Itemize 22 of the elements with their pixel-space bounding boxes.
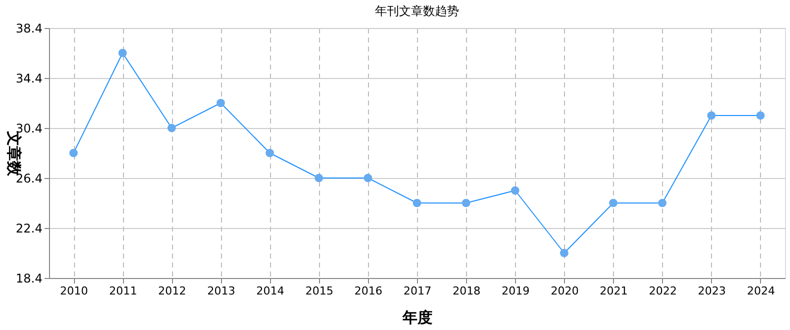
y-tick-label: 22.4 [16, 222, 42, 236]
x-tick-label: 2019 [502, 284, 530, 298]
x-tick-label: 2023 [698, 284, 726, 298]
x-tick-label: 2021 [600, 284, 628, 298]
x-tick-label: 2020 [550, 284, 579, 298]
x-tick-label: 2015 [305, 284, 334, 298]
y-tick-label: 38.4 [16, 22, 42, 36]
x-tick-label: 2014 [256, 284, 284, 298]
x-tick-label: 2022 [648, 284, 677, 298]
x-tick-label: 2024 [746, 284, 775, 298]
x-axis-title: 年度 [402, 308, 432, 326]
x-tick-label: 2013 [207, 284, 236, 298]
chart-title: 年刊文章数趋势 [375, 4, 459, 18]
x-tick-label: 2016 [354, 284, 382, 298]
x-tick-label: 2018 [452, 284, 481, 298]
x-tick-label: 2010 [60, 284, 88, 298]
x-tick-label: 2011 [109, 284, 138, 298]
y-tick-label: 18.4 [16, 272, 42, 286]
x-tick-label: 2012 [158, 284, 186, 298]
y-tick-label: 34.4 [16, 72, 42, 86]
x-tick-label: 2017 [404, 284, 432, 298]
y-axis-title: 文章数 [4, 130, 23, 177]
